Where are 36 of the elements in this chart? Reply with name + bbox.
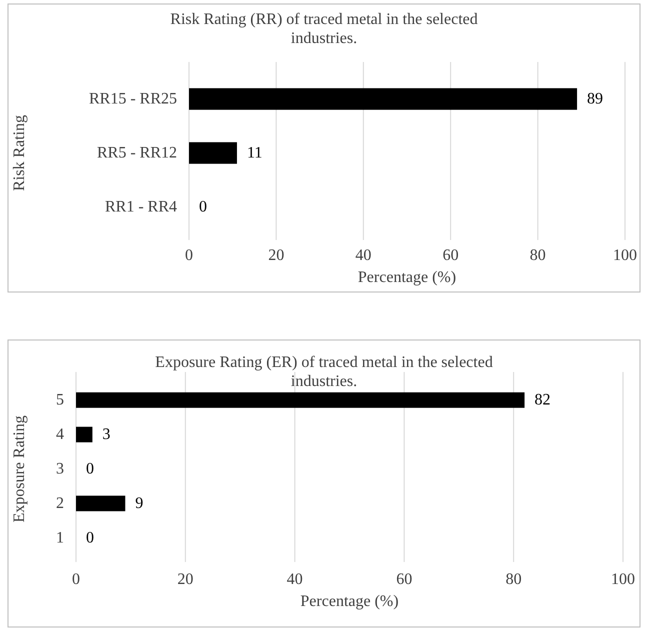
data-label: 0 [199,198,207,216]
x-tick-label: 20 [177,571,194,588]
data-label: 0 [86,460,94,478]
y-tick-label: 2 [56,494,64,512]
x-axis-title: Percentage (%) [300,593,399,610]
y-tick-label: 5 [56,392,64,409]
data-label: 11 [246,144,262,162]
data-label: 0 [86,529,94,546]
y-tick-label: RR5 - RR12 [96,144,177,162]
x-tick-label: 100 [613,247,637,264]
y-axis-title: Risk Rating [11,114,28,192]
x-tick-label: 40 [286,571,303,588]
y-tick-label: 1 [56,529,64,546]
y-axis-title: Exposure Rating [11,415,28,523]
x-tick-label: 60 [442,247,459,264]
x-tick-label: 100 [611,571,635,588]
data-label: 89 [587,90,604,108]
x-tick-label: 60 [396,571,412,588]
x-tick-label: 40 [355,247,372,264]
x-tick-label: 20 [268,247,284,264]
y-tick-label: 4 [56,426,64,444]
y-tick-label: RR15 - RR25 [88,90,177,108]
x-tick-label: 80 [506,571,522,588]
bar [76,426,92,442]
bar [76,496,126,512]
x-tick-label: 0 [72,571,80,588]
data-label: 82 [534,392,551,409]
chart-title: Risk Rating (RR) of traced metal in the selected industries. [170,11,478,47]
x-tick-label: 80 [530,247,546,264]
x-tick-label: 0 [185,247,193,264]
data-label: 9 [135,494,144,512]
y-tick-label: 3 [56,460,64,478]
bar [76,392,525,408]
y-tick-label: RR1 - RR4 [104,198,177,216]
chart-title: Exposure Rating (ER) of traced metal in the selected industries. [155,354,493,390]
x-axis-title: Percentage (%) [358,269,456,286]
